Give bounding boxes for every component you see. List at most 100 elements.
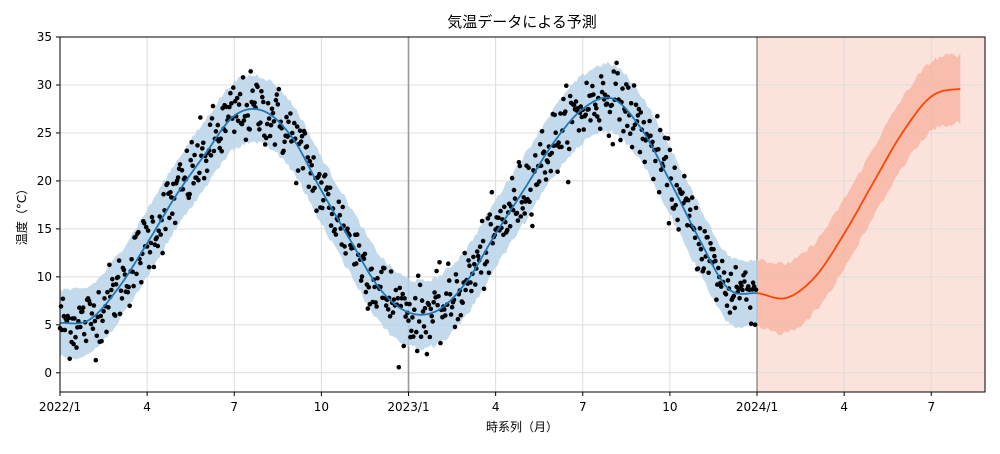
observed-point (67, 356, 72, 362)
observed-point (436, 294, 441, 299)
observed-point (170, 211, 175, 216)
observed-point (270, 110, 276, 116)
observed-point (686, 197, 691, 203)
observed-point (564, 83, 569, 88)
observed-point (731, 293, 737, 299)
observed-point (711, 247, 716, 252)
x-tick-label: 10 (662, 400, 677, 414)
observed-point (635, 113, 641, 118)
observed-point (73, 334, 78, 340)
observed-point (215, 122, 221, 128)
observed-point (113, 282, 119, 287)
observed-point (410, 315, 415, 320)
observed-point (345, 226, 350, 231)
observed-point (188, 157, 193, 163)
observed-point (333, 232, 339, 237)
observed-point (438, 340, 443, 346)
observed-point (261, 99, 266, 105)
observed-point (516, 160, 522, 165)
observed-point (150, 219, 156, 224)
observed-point (143, 224, 149, 230)
observed-point (739, 283, 744, 289)
observed-point (714, 297, 719, 303)
observed-point (119, 296, 125, 301)
observed-point (576, 128, 582, 133)
observed-point (584, 80, 589, 86)
observed-point (353, 261, 359, 266)
observed-point (58, 304, 64, 309)
observed-point (282, 139, 287, 145)
observed-point (713, 258, 718, 264)
observed-point (682, 173, 687, 179)
observed-point (527, 199, 532, 205)
observed-point (426, 302, 432, 308)
observed-point (621, 128, 626, 134)
observed-point (232, 129, 237, 135)
observed-point (609, 102, 615, 108)
observed-point (77, 305, 82, 311)
y-tick-label: 35 (37, 30, 52, 44)
observed-point (430, 319, 436, 324)
observed-point (403, 314, 408, 319)
observed-point (656, 147, 661, 152)
observed-point (74, 345, 79, 350)
observed-point (708, 241, 713, 246)
observed-point (273, 97, 279, 103)
observed-point (388, 269, 394, 274)
observed-point (712, 253, 717, 259)
observed-point (610, 141, 616, 147)
observed-point (244, 102, 250, 108)
observed-point (267, 133, 273, 139)
observed-point (89, 311, 95, 316)
observed-point (484, 259, 490, 264)
observed-point (71, 341, 76, 347)
observed-point (300, 166, 306, 171)
fitted-line (60, 96, 758, 325)
observed-point (599, 89, 605, 95)
observed-point (98, 313, 103, 319)
observed-point (400, 291, 406, 297)
observed-point (307, 158, 313, 164)
observed-point (496, 215, 501, 221)
observed-point (354, 232, 360, 237)
observed-point (721, 270, 727, 275)
x-tick-label: 7 (230, 400, 238, 414)
observed-point (290, 130, 295, 136)
observed-point (195, 143, 200, 148)
observed-point (369, 266, 375, 272)
observed-point (184, 148, 190, 154)
observed-point (432, 290, 437, 295)
observed-point (309, 163, 315, 168)
observed-point (356, 243, 362, 248)
observed-point (518, 214, 524, 219)
observed-point (629, 144, 635, 150)
observed-point (189, 139, 194, 145)
observed-point (210, 103, 216, 109)
observed-point (693, 205, 699, 211)
observed-point (239, 121, 245, 127)
observed-point (362, 251, 368, 257)
observed-point (528, 187, 533, 193)
observed-point (692, 235, 698, 241)
observed-point (638, 110, 644, 115)
observed-point (412, 307, 417, 313)
observed-point (697, 226, 703, 231)
x-tick-label: 4 (492, 400, 500, 414)
observed-point (157, 214, 162, 219)
observed-point (60, 296, 66, 302)
observed-point (471, 254, 476, 260)
observed-point (90, 326, 96, 332)
observed-point (529, 212, 534, 217)
observed-point (675, 217, 680, 223)
observed-point (260, 94, 265, 100)
observed-point (411, 334, 416, 339)
observed-point (203, 158, 209, 164)
y-tick-label: 15 (37, 222, 52, 236)
observed-point (374, 304, 379, 309)
observed-point (201, 140, 206, 146)
observed-point (626, 85, 631, 90)
observed-point (361, 256, 367, 262)
observed-point (94, 333, 100, 339)
observed-point (444, 291, 449, 296)
